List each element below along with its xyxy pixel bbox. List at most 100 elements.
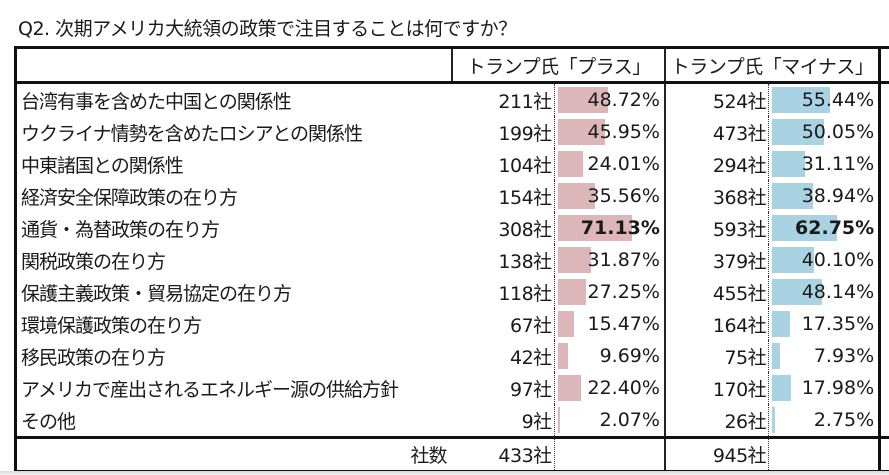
- bottom-edge: [0, 471, 889, 475]
- header-blank: [14, 46, 453, 84]
- extra-cell: [880, 180, 889, 212]
- table-row: その他 9社 2.07% 26社 2.75%: [14, 404, 889, 438]
- minus-pct: 7.93%: [813, 345, 875, 367]
- plus-count: 118社: [452, 276, 555, 308]
- plus-count: 97社: [452, 372, 555, 404]
- plus-pct: 22.40%: [587, 377, 660, 399]
- plus-pct: 31.87%: [587, 249, 660, 271]
- plus-pct-cell: 45.95%: [554, 116, 666, 148]
- table-row: 関税政策の在り方 138社 31.87% 379社 40.10%: [14, 244, 889, 276]
- row-label: ウクライナ情勢を含めたロシアとの関係性: [14, 116, 453, 148]
- minus-pct: 2.75%: [813, 409, 875, 431]
- plus-count: 308社: [452, 212, 555, 244]
- minus-data-bar: [772, 311, 791, 337]
- total-minus-empty: [768, 436, 882, 473]
- plus-data-bar: [557, 247, 591, 273]
- row-label: 移民政策の在り方: [14, 340, 453, 372]
- row-label: 中東諸国との関係性: [14, 148, 453, 180]
- plus-pct-cell: 35.56%: [554, 180, 666, 212]
- plus-count: 154社: [452, 180, 555, 212]
- header-row: トランプ氏「プラス」 トランプ氏「マイナス」: [14, 46, 889, 84]
- extra-cell: [880, 372, 889, 404]
- question-title: Q2. 次期アメリカ大統領の政策で注目することは何ですか？: [18, 18, 517, 40]
- total-plus-count: 433社: [452, 436, 555, 473]
- row-label: アメリカで産出されるエネルギー源の供給方針: [14, 372, 453, 404]
- extra-cell: [880, 148, 889, 180]
- minus-pct: 17.98%: [801, 377, 875, 399]
- total-label: 社数: [14, 436, 453, 473]
- minus-pct: 55.44%: [801, 89, 875, 111]
- minus-pct-cell: 38.94%: [768, 180, 882, 212]
- minus-pct-cell: 40.10%: [768, 244, 882, 276]
- plus-data-bar: [557, 215, 632, 241]
- plus-pct-cell: 9.69%: [554, 340, 666, 372]
- minus-count: 75社: [664, 340, 770, 372]
- plus-data-bar: [557, 407, 560, 433]
- minus-pct-cell: 31.11%: [768, 148, 882, 180]
- minus-pct: 40.10%: [801, 249, 875, 271]
- plus-count: 42社: [452, 340, 555, 372]
- extra-cell: [880, 116, 889, 148]
- plus-data-bar: [557, 151, 583, 177]
- plus-data-bar: [557, 343, 568, 369]
- extra-cell: [880, 308, 889, 340]
- plus-pct: 2.07%: [599, 409, 660, 431]
- minus-count: 294社: [664, 148, 770, 180]
- plus-pct-cell: 24.01%: [554, 148, 666, 180]
- minus-data-bar: [772, 279, 823, 305]
- table-row: 台湾有事を含めた中国との関係性 211社 48.72% 524社 55.44%: [14, 82, 889, 117]
- plus-pct: 71.13%: [580, 217, 660, 239]
- extra-cell: [880, 83, 889, 117]
- minus-data-bar: [772, 215, 838, 241]
- minus-data-bar: [772, 183, 813, 209]
- minus-count: 368社: [664, 180, 770, 212]
- row-label: その他: [14, 404, 453, 438]
- minus-pct: 50.05%: [801, 121, 875, 143]
- minus-count: 455社: [664, 276, 770, 308]
- plus-count: 211社: [452, 82, 555, 116]
- table-row: 移民政策の在り方 42社 9.69% 75社 7.93%: [14, 340, 889, 372]
- plus-pct: 9.69%: [599, 345, 660, 367]
- minus-pct: 31.11%: [801, 153, 875, 175]
- header-minus: トランプ氏「マイナス」: [664, 46, 882, 84]
- plus-pct-cell: 31.87%: [554, 244, 666, 276]
- plus-count: 9社: [452, 404, 555, 438]
- minus-data-bar: [772, 119, 825, 145]
- plus-data-bar: [557, 87, 609, 113]
- total-row: 社数 433社 945社: [14, 436, 889, 473]
- extra-cell: [880, 340, 889, 372]
- table-row: 通貨・為替政策の在り方 308社 71.13% 593社 62.75%: [14, 212, 889, 244]
- minus-pct-cell: 17.35%: [768, 308, 882, 340]
- plus-pct: 48.72%: [587, 89, 660, 111]
- plus-data-bar: [557, 311, 574, 337]
- plus-data-bar: [557, 375, 581, 401]
- table-row: 中東諸国との関係性 104社 24.01% 294社 31.11%: [14, 148, 889, 180]
- extra-cell: [880, 244, 889, 276]
- row-label: 環境保護政策の在り方: [14, 308, 453, 340]
- row-label: 経済安全保障政策の在り方: [14, 180, 453, 212]
- minus-count: 379社: [664, 244, 770, 276]
- plus-pct: 35.56%: [587, 185, 660, 207]
- row-label: 通貨・為替政策の在り方: [14, 212, 453, 244]
- plus-pct-cell: 2.07%: [554, 404, 666, 438]
- minus-pct-cell: 55.44%: [768, 82, 882, 116]
- minus-pct-cell: 50.05%: [768, 116, 882, 148]
- plus-pct-cell: 48.72%: [554, 82, 666, 116]
- minus-pct: 48.14%: [801, 281, 875, 303]
- row-label: 台湾有事を含めた中国との関係性: [14, 82, 453, 116]
- plus-pct: 27.25%: [587, 281, 660, 303]
- plus-pct: 15.47%: [587, 313, 660, 335]
- table-row: ウクライナ情勢を含めたロシアとの関係性 199社 45.95% 473社 50.05%: [14, 116, 889, 148]
- minus-pct-cell: 17.98%: [768, 372, 882, 404]
- minus-pct: 62.75%: [795, 217, 875, 239]
- table-row: 保護主義政策・貿易協定の在り方 118社 27.25% 455社 48.14%: [14, 276, 889, 308]
- minus-data-bar: [772, 247, 814, 273]
- row-label: 関税政策の在り方: [14, 244, 453, 276]
- plus-pct-cell: 22.40%: [554, 372, 666, 404]
- minus-count: 593社: [664, 212, 770, 244]
- plus-pct: 45.95%: [587, 121, 660, 143]
- extra-cell: [879, 436, 889, 473]
- minus-data-bar: [772, 343, 781, 369]
- extra-cell: [880, 276, 889, 308]
- plus-data-bar: [557, 119, 606, 145]
